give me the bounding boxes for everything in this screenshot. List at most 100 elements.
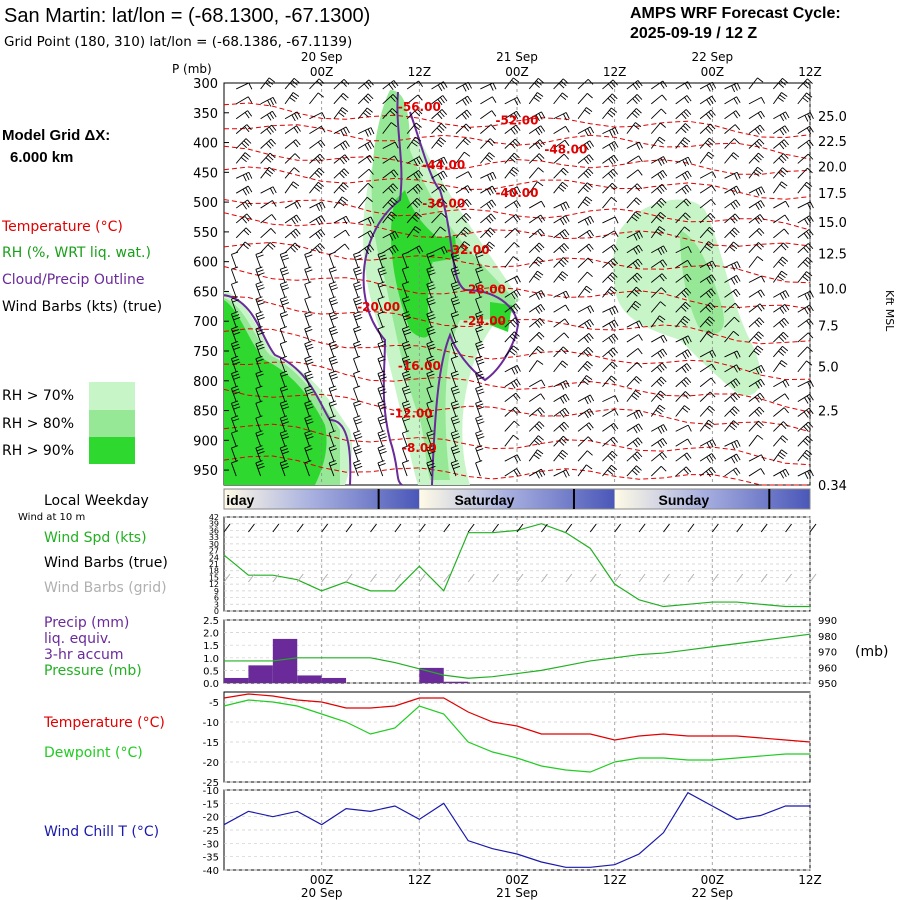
wind-barb-staff	[455, 137, 466, 149]
wind-barb-staff	[724, 302, 736, 313]
wind-barb-flag	[784, 214, 790, 222]
wind-barb-flag	[634, 96, 640, 102]
wind-barb-flag	[584, 377, 591, 383]
wind-barb-flag	[803, 411, 809, 418]
wind-barb-flag	[475, 430, 483, 434]
wind-barb-flag	[318, 167, 325, 174]
surface-wind-barb-true	[565, 523, 573, 533]
wind-barb-staff	[650, 108, 662, 120]
wind-barb-flag	[535, 114, 540, 122]
wind-barb-staff	[626, 230, 640, 239]
wind-barb-staff	[699, 453, 713, 462]
wind-barb-staff	[358, 230, 371, 239]
wind-barb-staff	[260, 110, 273, 120]
wind-barb-flag	[281, 254, 289, 258]
wind-barb-flag	[467, 82, 472, 89]
wind-barb-flag	[513, 152, 520, 159]
wind-barb-flag	[612, 436, 618, 443]
wind-barb-flag	[329, 269, 337, 273]
wind-barb-flag	[402, 355, 410, 360]
wind-barb-staff	[699, 363, 713, 373]
wind-barb-flag	[231, 281, 239, 285]
wind-barb-staff	[748, 289, 762, 298]
wind-barb-flag	[807, 257, 813, 263]
wind-barb-staff	[651, 183, 663, 194]
cycle-value: 2025-09-19 / 12 Z	[630, 25, 757, 42]
wind-barb-staff	[279, 358, 286, 372]
wind-barb-staff	[626, 80, 639, 90]
pressure-tick-label: 450	[193, 166, 218, 181]
wind-barb-staff	[577, 215, 591, 224]
wind-barb-flag	[609, 288, 616, 294]
wind-barb-flag	[340, 198, 347, 204]
wind-barb-staff	[328, 298, 335, 313]
wind-barb-flag	[782, 127, 787, 134]
wind-barb-flag	[514, 228, 521, 234]
wind-barb-staff	[577, 319, 590, 328]
wind-barb-flag	[280, 251, 287, 255]
wind-barb-flag	[609, 95, 616, 102]
wind-barb-flag	[757, 216, 763, 223]
wind-barb-flag	[782, 77, 789, 84]
wind-barb-staff	[328, 328, 335, 343]
wind-barb-flag	[638, 409, 643, 417]
wind-barb-flag	[280, 340, 287, 345]
wind-barb-staff	[255, 328, 262, 343]
wind-barb-flag	[538, 435, 544, 441]
wind-barb-staff	[426, 388, 432, 402]
surface-wind-barb-grid	[785, 573, 792, 583]
wind-barb-flag	[460, 246, 467, 251]
wind-barb-flag	[659, 453, 665, 460]
wind-barb-staff	[724, 439, 738, 447]
wind-barb-flag	[807, 202, 812, 210]
wind-barb-staff	[748, 303, 761, 313]
wind-barb-flag	[537, 305, 543, 313]
wind-barb-flag	[367, 93, 374, 100]
wind-barb-flag	[257, 272, 265, 276]
temperature-contour-line	[223, 266, 811, 310]
rh90-swatch	[89, 437, 135, 464]
wind-barb-flag	[779, 128, 785, 136]
surface-wind-barb-true	[516, 523, 524, 533]
wind-barb-flag	[355, 287, 363, 291]
wind-barb-staff	[773, 421, 784, 432]
surface-wind-barb-grid	[443, 573, 451, 583]
wind-barb-flag	[266, 169, 274, 175]
wind-barb-flag	[378, 269, 386, 273]
wind-barb-flag	[584, 129, 589, 137]
wind-barb-flag	[638, 423, 643, 431]
wind-barb-flag	[314, 157, 321, 164]
wind-barb-flag	[540, 304, 546, 311]
wind-barb-flag	[452, 433, 459, 437]
wind-barb-flag	[659, 275, 665, 282]
wind-barb-flag	[426, 311, 434, 315]
precip-label-line3: 3-hr accum	[44, 647, 124, 663]
wind-barb-flag	[464, 111, 470, 118]
wind-barb-flag	[379, 436, 387, 440]
wind-barb-flag	[584, 411, 589, 419]
wind-barb-flag	[452, 403, 459, 407]
wind-barb-staff	[675, 349, 688, 358]
wind-barb-flag	[607, 97, 614, 104]
wind-barb-staff	[401, 298, 408, 313]
surface-wind-barb-grid	[760, 573, 768, 583]
wind-barb-staff	[773, 303, 786, 313]
wind-barb-staff	[284, 214, 297, 224]
wind-barb-flag	[353, 445, 361, 449]
surface-wind-barb-grid	[321, 573, 329, 583]
wind-tick-label: 24	[209, 553, 219, 562]
wind-barb-staff	[797, 469, 811, 477]
wind-barb-flag	[256, 269, 264, 273]
wind-barb-flag	[806, 395, 812, 403]
wind-barb-staff	[553, 421, 565, 432]
wind-barb-flag	[462, 243, 469, 249]
wind-barb-flag	[656, 202, 663, 208]
bottom-date-label: 20 Sep	[301, 886, 343, 900]
surface-wind-barb-true	[370, 523, 377, 533]
precip-bar	[419, 667, 444, 683]
wind-barb-flag	[340, 129, 345, 137]
temperature-contour-line	[223, 166, 811, 200]
wind-barb-flag	[353, 370, 361, 375]
wind-barb-flag	[353, 385, 361, 389]
wind-barb-flag	[475, 311, 483, 315]
